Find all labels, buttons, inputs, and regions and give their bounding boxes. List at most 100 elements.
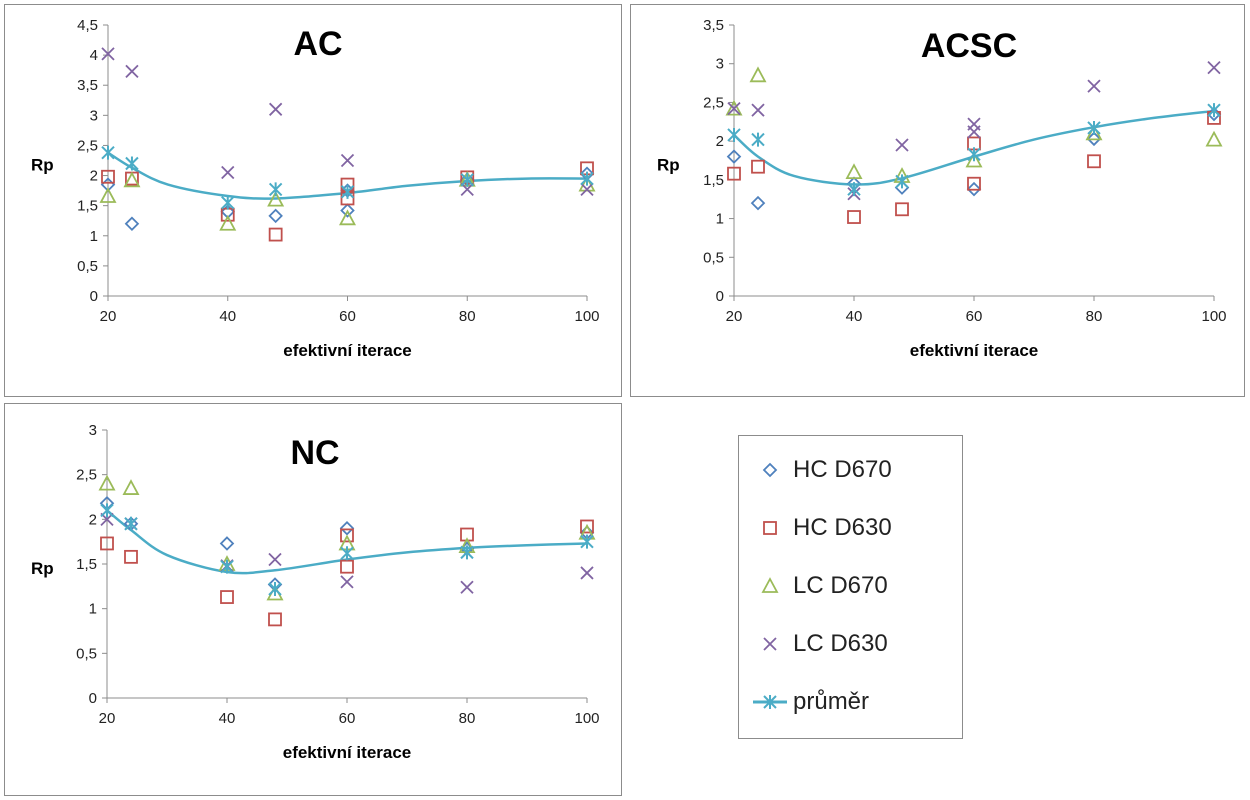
point-lc-d630: [1207, 60, 1221, 75]
chart-title: AC: [293, 25, 342, 63]
legend-item-hc-d630: HC D630: [753, 508, 892, 548]
point-lc-d670: [725, 99, 743, 116]
x-tick-label: 100: [574, 308, 599, 325]
x-axis-label: efektivní iterace: [283, 341, 412, 360]
series-pr-m-r: [100, 503, 594, 597]
x-axis-label: efektivní iterace: [910, 341, 1039, 360]
point-lc-d670: [965, 151, 983, 168]
point-hc-d630: [967, 176, 981, 191]
point-hc-d630: [340, 528, 354, 543]
series-pr-m-r: [101, 145, 594, 210]
y-axis-label: Rp: [657, 156, 680, 175]
chart-acsc: 0 0,5 1 1,5 2 2,5 3 3,5 20 40 60 80 100 ACSC Rp efektiv…: [657, 17, 1227, 360]
y-tick-label: 1,5: [703, 172, 724, 189]
point-hc-d630: [727, 166, 741, 181]
point-pr-m-r: [460, 545, 474, 560]
point-lc-d670: [98, 474, 116, 491]
y-axis-label: Rp: [31, 559, 54, 578]
legend: HC D670 HC D630 LC D670 LC D630 průměr: [738, 435, 963, 739]
point-hc-d670: [124, 216, 140, 232]
square-icon: [763, 521, 777, 535]
y-tick-label: 1,5: [76, 556, 97, 573]
point-lc-d630: [269, 102, 283, 116]
trend-curve: [106, 509, 588, 575]
point-pr-m-r: [751, 132, 765, 147]
point-hc-d630: [580, 519, 594, 534]
series-hc-d630: [101, 161, 594, 242]
point-hc-d630: [751, 159, 765, 174]
chart-panel-ac: 0 0,5 1 1,5 2 2,5 3 3,5 4 4,5 20 40 60 80 100 AC Rp efekt…: [4, 4, 622, 397]
x-tick-label: 100: [1201, 308, 1226, 325]
trend-curve: [107, 151, 588, 200]
x-axis-label: efektivní iterace: [283, 743, 412, 762]
x-tick-label: 60: [339, 308, 356, 325]
y-tick-label: 3: [89, 422, 97, 439]
point-hc-d630: [101, 169, 115, 184]
point-lc-d670: [122, 479, 140, 495]
point-hc-d630: [847, 210, 861, 224]
point-hc-d630: [124, 549, 138, 564]
line-star-icon: [753, 695, 787, 709]
point-hc-d630: [220, 590, 234, 604]
point-hc-d630: [340, 559, 354, 574]
point-hc-d670: [268, 208, 283, 224]
x-tick-label: 20: [726, 308, 743, 325]
y-tick-label: 2: [716, 133, 724, 150]
y-tick-label: 1,5: [77, 198, 98, 215]
point-lc-d670: [749, 66, 767, 83]
y-tick-label: 2,5: [77, 137, 98, 154]
point-pr-m-r: [847, 182, 861, 197]
x-tick-label: 40: [219, 308, 236, 325]
point-lc-d630: [340, 153, 355, 168]
y-tick-label: 0,5: [703, 249, 724, 266]
point-pr-m-r: [268, 582, 282, 597]
y-tick-label: 2,5: [76, 467, 97, 484]
point-hc-d630: [895, 202, 909, 217]
y-tick-label: 0,5: [77, 258, 98, 275]
point-lc-d630: [460, 182, 474, 197]
point-hc-d630: [268, 612, 282, 627]
point-lc-d670: [219, 214, 237, 231]
chart-title: ACSC: [921, 27, 1017, 65]
series-lc-d630: [101, 47, 594, 197]
series-hc-d630: [100, 519, 594, 627]
point-hc-d630: [100, 536, 114, 551]
legend-item-prumer: průměr: [753, 682, 869, 722]
y-tick-label: 2: [90, 168, 98, 185]
point-pr-m-r: [895, 174, 909, 189]
legend-label: HC D670: [793, 456, 892, 483]
point-pr-m-r: [340, 546, 354, 561]
x-tick-label: 60: [966, 308, 983, 325]
y-tick-label: 3: [716, 56, 724, 73]
point-lc-d670: [1085, 124, 1103, 141]
x-tick-label: 40: [219, 710, 236, 727]
point-lc-d670: [338, 209, 357, 226]
x-tick-label: 100: [574, 710, 599, 727]
triangle-icon: [761, 577, 779, 593]
point-lc-d630: [580, 182, 594, 197]
point-pr-m-r: [220, 559, 234, 574]
point-pr-m-r: [1207, 103, 1221, 118]
point-lc-d630: [1087, 79, 1101, 93]
x-tick-label: 80: [1086, 308, 1103, 325]
chart-panel-acsc: 0 0,5 1 1,5 2 2,5 3 3,5 20 40 60 80 100 ACSC Rp efektiv…: [630, 4, 1245, 397]
series-pr-m-r: [727, 103, 1221, 197]
y-axis-label: Rp: [31, 156, 54, 175]
y-tick-label: 3: [90, 107, 98, 124]
point-hc-d670: [1086, 131, 1102, 147]
point-lc-d670: [123, 171, 141, 188]
y-tick-label: 4: [90, 47, 98, 64]
point-lc-d630: [460, 580, 474, 594]
point-hc-d670: [340, 203, 355, 218]
x-tick-label: 60: [339, 710, 356, 727]
point-lc-d630: [751, 103, 765, 117]
point-pr-m-r: [221, 195, 235, 210]
point-hc-d670: [726, 149, 742, 164]
point-lc-d630: [727, 101, 741, 116]
point-lc-d630: [221, 165, 235, 180]
point-pr-m-r: [967, 147, 981, 162]
point-lc-d630: [101, 47, 115, 61]
y-tick-label: 1: [90, 228, 98, 245]
y-tick-label: 2: [89, 511, 97, 528]
point-pr-m-r: [580, 534, 594, 549]
